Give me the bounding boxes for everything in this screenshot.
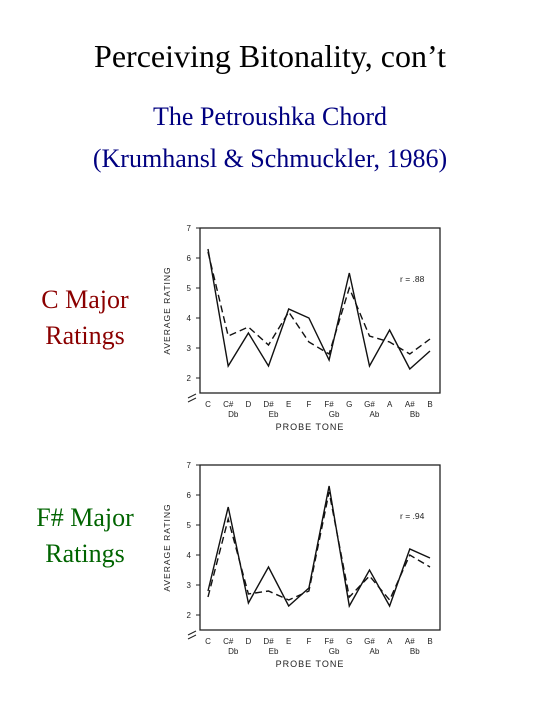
x-tick-label: D# [263, 400, 274, 409]
y-axis-label: AVERAGE RATING [162, 503, 172, 591]
slide-subtitle-line2: (Krumhansl & Schmuckler, 1986) [92, 144, 448, 173]
y-axis-label: AVERAGE RATING [162, 266, 172, 354]
x-enharmonic-label: Eb [269, 410, 279, 419]
x-tick-label: F [306, 637, 311, 646]
x-tick-label: E [286, 637, 291, 646]
y-tick-label: 7 [187, 461, 192, 470]
x-axis-label: PROBE TONE [276, 422, 345, 432]
correlation-annotation: r = .88 [400, 274, 425, 284]
y-tick-label: 7 [187, 224, 192, 233]
x-enharmonic-label: Eb [269, 647, 279, 656]
x-tick-label: F [306, 400, 311, 409]
y-tick-label: 3 [187, 581, 192, 590]
x-tick-label: D [245, 400, 251, 409]
plot-frame [199, 227, 441, 394]
series-line-dashed [207, 491, 431, 602]
x-tick-label: D [245, 637, 251, 646]
series-line-solid [207, 248, 431, 371]
y-tick-label: 6 [187, 491, 192, 500]
plot-frame [199, 464, 441, 631]
x-tick-label: A [387, 400, 393, 409]
c-major-label-line1: C Major [41, 285, 129, 314]
x-enharmonic-label: Gb [329, 410, 340, 419]
x-tick-label: D# [263, 637, 274, 646]
slide-subtitle-line1: The Petroushka Chord [153, 102, 387, 131]
x-tick-label: E [286, 400, 291, 409]
x-tick-label: A# [405, 400, 415, 409]
x-tick-label: G [346, 400, 352, 409]
c-major-label: C Major Ratings [10, 282, 160, 354]
c-major-chart: 2 3 4 5 6 7 C C#Db D D#Eb E F F#Gb G G#Ab A A#Bb B PROBE T… [162, 224, 441, 432]
x-enharmonic-label: Db [228, 647, 239, 656]
x-tick-label: F# [324, 400, 334, 409]
series-line-solid [207, 485, 431, 609]
x-enharmonic-label: Db [228, 410, 239, 419]
x-enharmonic-label: Bb [410, 410, 420, 419]
x-tick-label: C [205, 637, 211, 646]
x-tick-label: G# [364, 400, 375, 409]
x-tick-label: C# [223, 637, 234, 646]
x-enharmonic-label: Bb [410, 647, 420, 656]
y-tick-label: 2 [187, 611, 192, 620]
slide-title: Perceiving Bitonality, con’t [94, 38, 446, 74]
y-tick-label: 3 [187, 344, 192, 353]
y-tick-label: 2 [187, 374, 192, 383]
x-axis-label: PROBE TONE [276, 659, 345, 669]
y-tick-label: 5 [187, 284, 192, 293]
x-enharmonic-label: Ab [370, 410, 380, 419]
x-tick-label: C [205, 400, 211, 409]
x-tick-label: A# [405, 637, 415, 646]
fsharp-major-label-line1: F# Major [36, 503, 134, 532]
x-tick-label: G# [364, 637, 375, 646]
x-enharmonic-label: Gb [329, 647, 340, 656]
y-tick-label: 6 [187, 254, 192, 263]
x-tick-label: A [387, 637, 393, 646]
fsharp-major-label-line2: Ratings [45, 539, 125, 568]
c-major-label-line2: Ratings [45, 321, 125, 350]
x-tick-label: B [427, 400, 432, 409]
x-tick-label: F# [324, 637, 334, 646]
y-tick-label: 4 [187, 551, 192, 560]
fsharp-major-chart: 2 3 4 5 6 7 C C#Db D D#Eb E F F#Gb G G#Ab A A#Bb B PROBE T… [162, 461, 441, 669]
correlation-annotation: r = .94 [400, 511, 425, 521]
x-enharmonic-label: Ab [370, 647, 380, 656]
series-line-dashed [207, 251, 431, 356]
x-tick-label: B [427, 637, 432, 646]
y-tick-label: 4 [187, 314, 192, 323]
y-tick-label: 5 [187, 521, 192, 530]
axis-break-mark [187, 630, 197, 640]
x-tick-label: G [346, 637, 352, 646]
axis-break-mark [187, 393, 197, 403]
fsharp-major-label: F# Major Ratings [10, 500, 160, 572]
x-tick-label: C# [223, 400, 234, 409]
